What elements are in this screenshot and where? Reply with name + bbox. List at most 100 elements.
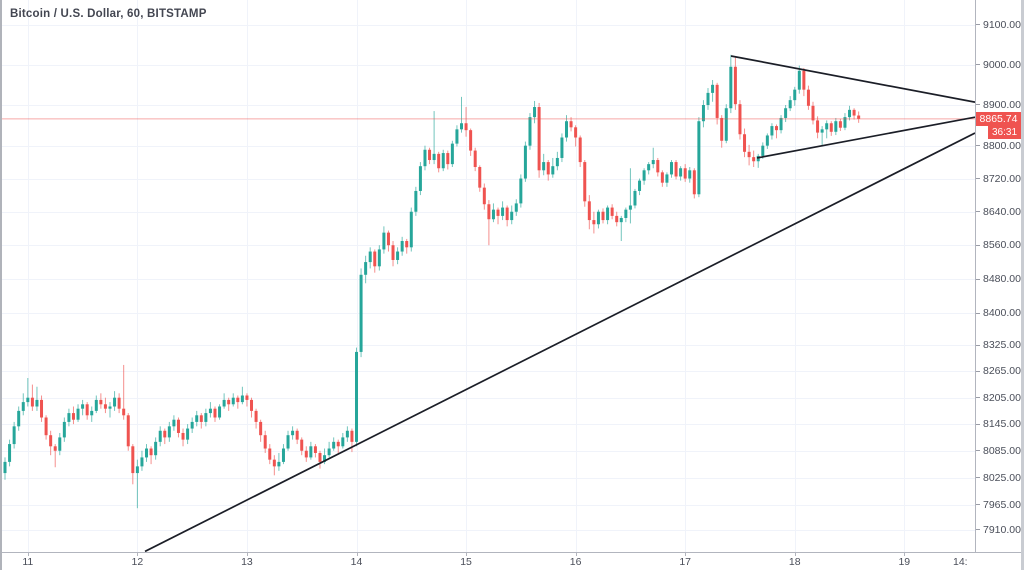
candle-body-up [190, 421, 194, 429]
window-left-edge [0, 0, 2, 570]
candle-body-up [35, 399, 39, 407]
candle-body-up [195, 415, 199, 422]
candle-body-down [85, 404, 89, 416]
candle-body-down [656, 160, 660, 173]
candle-body-down [304, 450, 308, 458]
candle-body-up [359, 274, 363, 352]
current-time-label: 14: [953, 556, 968, 568]
time-tick-label: 14 [350, 556, 363, 568]
candle-body-down [213, 408, 217, 418]
bar-countdown-label: 36:31 [988, 125, 1021, 139]
candle-body-up [555, 157, 559, 167]
price-tick-label: 9100.00 [983, 18, 1021, 31]
candle-body-up [460, 123, 463, 130]
candle-body-down [446, 153, 450, 165]
candle-body-down [720, 117, 724, 141]
price-tick-label: 8900.00 [983, 98, 1021, 111]
candle-body-up [688, 170, 692, 179]
candle-body-up [108, 406, 112, 409]
triangle-upper-line[interactable] [730, 55, 975, 104]
candle-body-down [176, 419, 180, 433]
candle-body-up [788, 100, 792, 109]
time-tick-label: 15 [460, 556, 472, 568]
candle-body-down [386, 232, 390, 246]
price-tick: 8400.00 [976, 307, 1021, 319]
candle-body-down [574, 127, 578, 138]
price-tick-dash [976, 211, 980, 213]
price-tick-dash [976, 477, 980, 479]
candle-body-up [697, 121, 701, 195]
candle-body-down [259, 421, 263, 436]
price-tick: 8800.00 [976, 140, 1021, 152]
chart-pane[interactable]: Bitcoin / U.S. Dollar, 60, BITSTAMP [0, 0, 975, 552]
candle-body-up [341, 437, 345, 447]
time-tick-dash [357, 553, 358, 556]
candle-body-up [94, 399, 98, 411]
candle-body-down [857, 115, 861, 119]
candle-body-up [218, 406, 222, 418]
candle-body-up [154, 441, 158, 456]
time-axis[interactable]: 14: 11 12 13 14 15 16 17 18 19 [0, 552, 1024, 570]
candle-body-down [99, 399, 103, 405]
candle-body-up [450, 143, 454, 165]
price-tick-dash [976, 244, 980, 246]
price-tick-label: 7910.00 [983, 523, 1021, 536]
candle-body-down [122, 408, 126, 416]
symbol-title[interactable]: Bitcoin / U.S. Dollar, 60, BITSTAMP [10, 8, 207, 20]
candle-body-down [838, 121, 842, 128]
candle-body-up [17, 410, 21, 427]
candle-body-up [514, 203, 518, 212]
price-tick-label: 8560.00 [983, 239, 1021, 252]
candlestick-chart[interactable] [0, 0, 975, 552]
price-tick-dash [976, 24, 980, 26]
price-tick: 8900.00 [976, 99, 1021, 111]
candle-body-down [272, 459, 276, 467]
ascending-support-line[interactable] [144, 132, 975, 552]
candle-body-up [619, 217, 623, 223]
candle-body-down [300, 439, 304, 451]
candle-body-down [806, 89, 810, 106]
candle-body-up [21, 402, 25, 411]
price-tick-label: 7965.00 [983, 498, 1021, 511]
price-tick: 8085.00 [976, 445, 1021, 457]
candle-body-up [551, 166, 555, 175]
candle-body-up [345, 430, 349, 438]
candle-body-up [368, 251, 372, 263]
time-tick-label: 16 [569, 556, 582, 568]
candle-body-up [770, 126, 774, 136]
candle-body-up [12, 426, 16, 445]
price-axis[interactable]: 8865.74 36:31 9100.00 9000.00 8900.00 8800.… [975, 0, 1021, 570]
price-tick: 7965.00 [976, 499, 1021, 511]
candle-body-up [501, 207, 505, 216]
candle-body-up [633, 190, 637, 206]
candle-body-down [487, 204, 491, 220]
price-tick-dash [976, 423, 980, 425]
price-tick-label: 8325.00 [983, 339, 1021, 352]
candle-body-up [523, 145, 527, 179]
candle-body-up [628, 205, 632, 210]
candle-body-down [587, 201, 591, 221]
candle-body-down [592, 220, 596, 225]
candle-body-up [140, 457, 144, 467]
candle-body-down [199, 415, 203, 422]
candle-body-up [291, 430, 295, 436]
candle-body-up [606, 207, 610, 221]
candle-body-up [396, 251, 400, 260]
price-tick: 8640.00 [976, 206, 1021, 218]
candle-body-up [81, 404, 85, 409]
candle-body-down [469, 130, 473, 151]
candle-body-up [281, 448, 285, 462]
candle-body-up [779, 117, 783, 131]
price-tick-dash [976, 370, 980, 372]
price-tick-dash [976, 504, 980, 506]
candle-body-down [126, 415, 130, 447]
candle-body-down [692, 170, 696, 195]
price-tick-label: 8025.00 [983, 471, 1021, 484]
candle-body-up [706, 92, 710, 105]
candle-body-up [76, 408, 80, 420]
time-tick-dash [28, 553, 29, 556]
triangle-lower-line[interactable] [756, 116, 975, 159]
candle-body-down [103, 404, 107, 409]
price-tick-dash [976, 397, 980, 399]
candle-body-up [62, 421, 66, 438]
